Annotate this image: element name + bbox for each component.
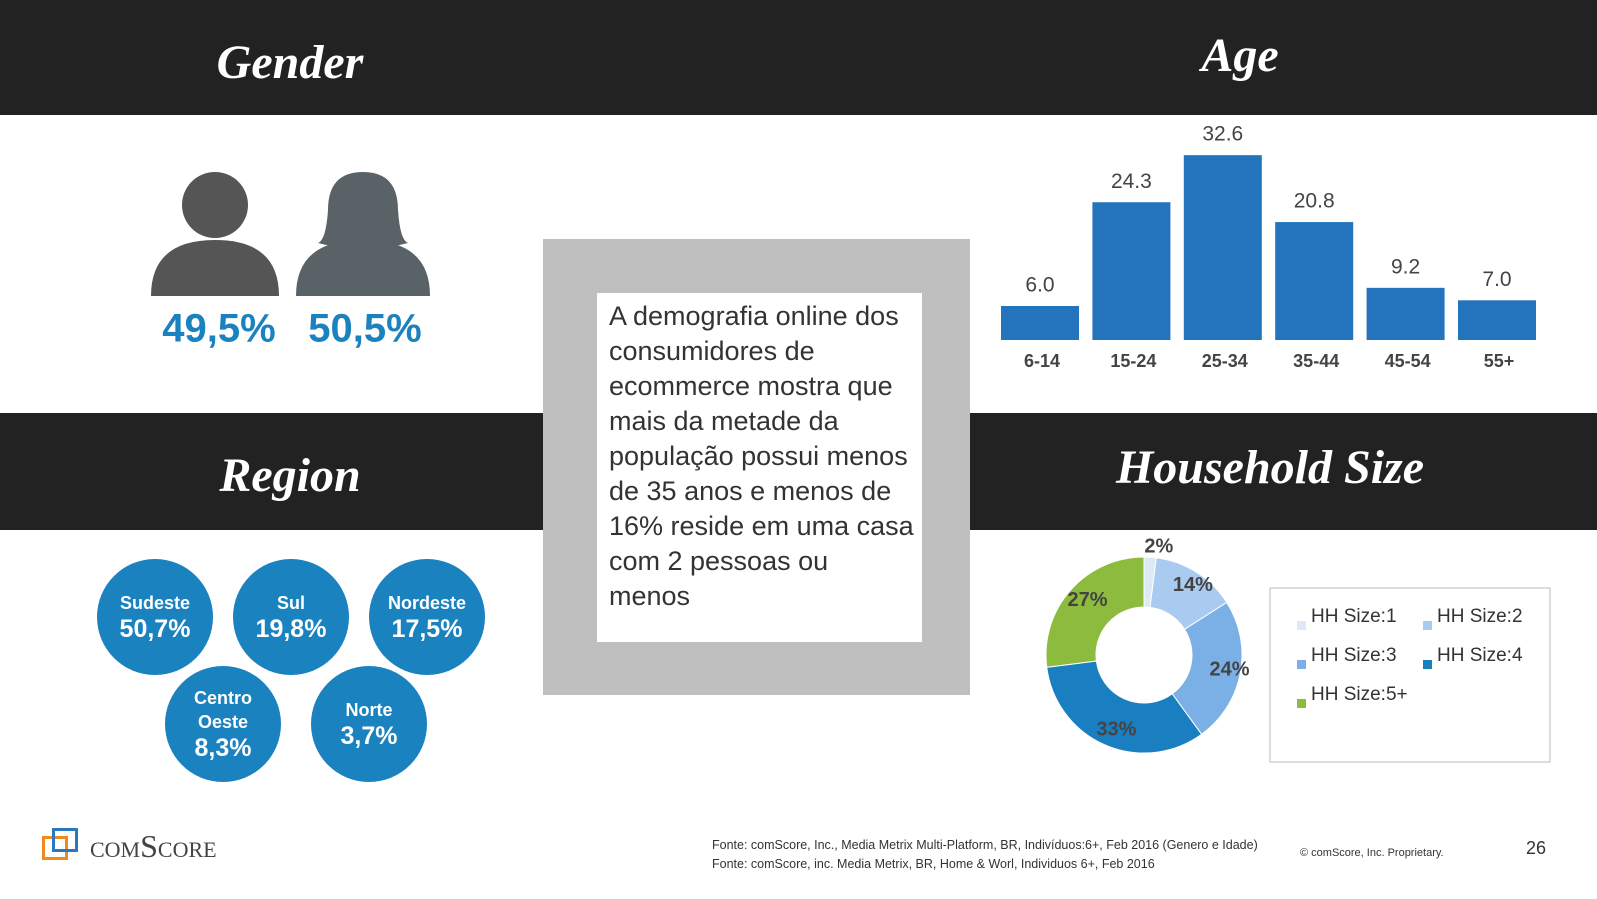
value-label: 14% <box>1173 574 1213 596</box>
region-circle: Norte 3,7% <box>311 666 427 782</box>
top-band <box>0 0 1597 115</box>
legend-label: HH Size:2 <box>1437 606 1523 627</box>
legend-marker <box>1423 621 1432 630</box>
region-value: 8,3% <box>194 733 252 762</box>
household-title: Household Size <box>1115 441 1425 494</box>
value-label: 33% <box>1096 719 1136 741</box>
female-icon <box>296 172 430 296</box>
region-circle: Nordeste 17,5% <box>369 559 485 675</box>
bar <box>1366 287 1445 340</box>
region-name: Norte <box>345 699 393 720</box>
region-circle: Sul 19,8% <box>233 559 349 675</box>
x-tick-label: 25-34 <box>1202 351 1248 371</box>
bar <box>1458 300 1536 340</box>
legend-label: HH Size:4 <box>1437 645 1523 666</box>
region-value: 50,7% <box>119 614 191 643</box>
source: Fonte: comScore, Inc., Media Metrix Mult… <box>712 838 1258 852</box>
legend-label: HH Size:5+ <box>1311 684 1408 705</box>
region-title: Region <box>219 449 361 502</box>
bar <box>1001 305 1079 340</box>
male-icon <box>151 172 279 296</box>
region-name: Sul <box>276 592 305 613</box>
value-label: 9.2 <box>1391 255 1420 278</box>
legend-box <box>1269 587 1551 763</box>
region-circle: Sudeste 50,7% <box>97 559 213 675</box>
legend-label: HH Size:1 <box>1311 606 1397 627</box>
callout-text: A demografia online dos consumidores de … <box>597 293 922 642</box>
logo-icon <box>42 828 78 860</box>
x-tick-label: 45-54 <box>1385 351 1431 371</box>
gender-value: 50,5% <box>308 307 421 351</box>
donut-slice <box>1171 601 1243 735</box>
region-name: Centro Oeste <box>194 687 252 732</box>
gender-value: 49,5% <box>162 307 275 351</box>
x-tick-label: 55+ <box>1484 351 1515 371</box>
value-label: 24.3 <box>1111 170 1152 193</box>
age-title: Age <box>1201 29 1279 82</box>
value-label: 6.0 <box>1025 274 1054 297</box>
donut-slice <box>1045 556 1145 668</box>
donut-slice <box>1046 660 1203 754</box>
bar <box>1092 202 1171 340</box>
copyright: © comScore, Inc. Proprietary. <box>1300 847 1444 859</box>
source: Fonte: comScore, inc. Media Metrix, BR, … <box>712 857 1155 871</box>
bar <box>1183 155 1262 340</box>
region-name: Sudeste <box>119 592 191 613</box>
x-tick-label: 35-44 <box>1293 351 1339 371</box>
bar <box>1275 222 1354 340</box>
region-circle: Centro Oeste 8,3% <box>165 666 281 782</box>
legend-marker <box>1297 660 1306 669</box>
logo-text: comScore <box>90 828 217 864</box>
gender-title: Gender <box>216 36 364 89</box>
legend-marker <box>1297 699 1306 708</box>
x-tick-label: 15-24 <box>1110 351 1156 371</box>
region-value: 19,8% <box>255 614 327 643</box>
region-value: 3,7% <box>340 721 398 750</box>
region-name: Nordeste <box>387 592 467 613</box>
value-label: 27% <box>1067 589 1107 611</box>
value-label: 2% <box>1144 535 1173 557</box>
legend-label: HH Size:3 <box>1311 645 1397 666</box>
value-label: 32.6 <box>1202 123 1243 146</box>
legend-marker <box>1297 621 1306 630</box>
value-label: 24% <box>1210 659 1250 681</box>
value-label: 20.8 <box>1294 190 1335 213</box>
value-label: 7.0 <box>1482 268 1511 291</box>
page-number: 26 <box>1526 838 1547 858</box>
region-value: 17,5% <box>391 614 463 643</box>
x-tick-label: 6-14 <box>1024 351 1060 371</box>
legend-marker <box>1423 660 1432 669</box>
